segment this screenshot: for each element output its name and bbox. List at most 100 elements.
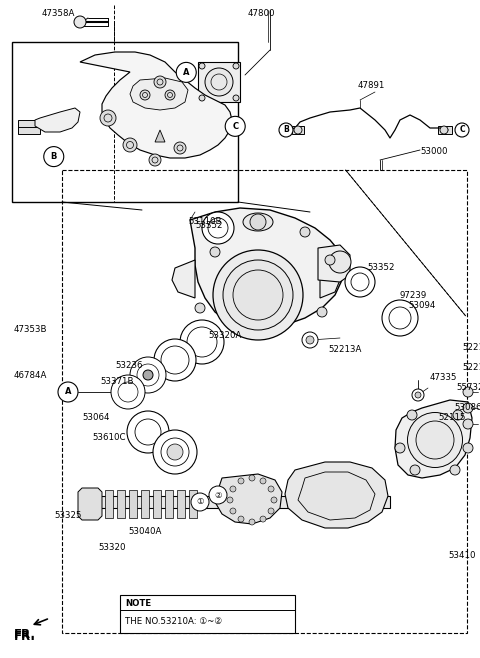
Text: 53000: 53000 (420, 147, 447, 157)
Bar (141, 490, 149, 518)
Circle shape (209, 486, 227, 504)
Polygon shape (318, 245, 350, 282)
Circle shape (249, 475, 255, 481)
Circle shape (463, 419, 473, 429)
Circle shape (294, 126, 302, 134)
Circle shape (410, 465, 420, 475)
Ellipse shape (111, 375, 145, 409)
Ellipse shape (223, 260, 293, 330)
Circle shape (260, 516, 266, 522)
Ellipse shape (161, 346, 189, 374)
Circle shape (453, 410, 463, 420)
Ellipse shape (243, 213, 273, 231)
Ellipse shape (208, 218, 228, 238)
Text: 47358A: 47358A (42, 9, 75, 18)
Ellipse shape (382, 300, 418, 336)
Ellipse shape (137, 364, 159, 386)
Ellipse shape (213, 250, 303, 340)
Ellipse shape (153, 430, 197, 474)
Ellipse shape (408, 413, 463, 467)
Circle shape (260, 478, 266, 484)
Circle shape (58, 382, 78, 402)
Circle shape (302, 332, 318, 348)
Ellipse shape (416, 421, 454, 459)
Bar (12, 42, 238, 202)
Circle shape (271, 497, 277, 503)
Circle shape (238, 478, 244, 484)
Text: 52212: 52212 (462, 363, 480, 372)
Circle shape (230, 486, 236, 492)
Bar (129, 490, 137, 518)
Text: 52115: 52115 (438, 413, 466, 422)
Circle shape (407, 410, 417, 420)
Text: 47800: 47800 (248, 9, 276, 18)
Ellipse shape (202, 212, 234, 244)
Text: 53094: 53094 (408, 301, 435, 311)
Bar (105, 490, 113, 518)
Text: NOTE: NOTE (125, 599, 151, 607)
Circle shape (205, 230, 215, 240)
Circle shape (123, 138, 137, 152)
Circle shape (325, 255, 335, 265)
Text: 47335: 47335 (430, 374, 457, 382)
Bar (438, 126, 452, 134)
Circle shape (149, 154, 161, 166)
Text: 53325: 53325 (54, 511, 82, 520)
Circle shape (199, 95, 205, 101)
Polygon shape (130, 78, 188, 110)
Circle shape (195, 303, 205, 313)
Circle shape (44, 147, 64, 166)
Circle shape (306, 336, 314, 344)
Circle shape (227, 497, 233, 503)
Ellipse shape (130, 357, 166, 393)
Circle shape (174, 142, 186, 154)
Circle shape (233, 63, 239, 69)
Bar (198, 62, 240, 102)
Polygon shape (298, 472, 375, 520)
Text: FR.: FR. (14, 630, 36, 642)
Circle shape (395, 443, 405, 453)
Circle shape (238, 516, 244, 522)
Polygon shape (285, 462, 388, 528)
Text: 53064: 53064 (82, 413, 109, 422)
Text: FR.: FR. (14, 628, 36, 642)
Ellipse shape (154, 339, 196, 381)
Circle shape (74, 16, 86, 28)
Text: 53320A: 53320A (208, 332, 241, 340)
Circle shape (455, 123, 469, 137)
Text: B: B (50, 152, 57, 161)
Text: 53371B: 53371B (100, 378, 133, 386)
Text: C: C (459, 126, 465, 134)
Ellipse shape (118, 382, 138, 402)
Polygon shape (155, 130, 165, 142)
Text: ②: ② (214, 490, 222, 499)
Text: 53352: 53352 (367, 263, 395, 272)
Bar (177, 490, 185, 518)
Text: 47891: 47891 (358, 82, 385, 91)
Polygon shape (215, 474, 282, 524)
Circle shape (100, 110, 116, 126)
Bar (120, 595, 295, 633)
Circle shape (279, 123, 293, 137)
Ellipse shape (180, 320, 224, 364)
Ellipse shape (135, 419, 161, 445)
Text: 53040A: 53040A (128, 528, 161, 536)
Circle shape (463, 403, 473, 413)
Text: 53110B: 53110B (188, 218, 221, 226)
Text: 55732: 55732 (456, 384, 480, 393)
Circle shape (440, 126, 448, 134)
Circle shape (167, 444, 183, 460)
Circle shape (199, 63, 205, 69)
Bar (62, 170, 467, 633)
Bar (117, 490, 125, 518)
Circle shape (415, 392, 421, 398)
Circle shape (450, 465, 460, 475)
Text: 53610C: 53610C (92, 434, 125, 442)
Text: 53410: 53410 (448, 551, 476, 561)
Polygon shape (190, 208, 345, 328)
Polygon shape (320, 260, 340, 298)
Ellipse shape (161, 438, 189, 466)
Text: 46784A: 46784A (14, 372, 48, 380)
Bar (189, 490, 197, 518)
Circle shape (268, 486, 274, 492)
